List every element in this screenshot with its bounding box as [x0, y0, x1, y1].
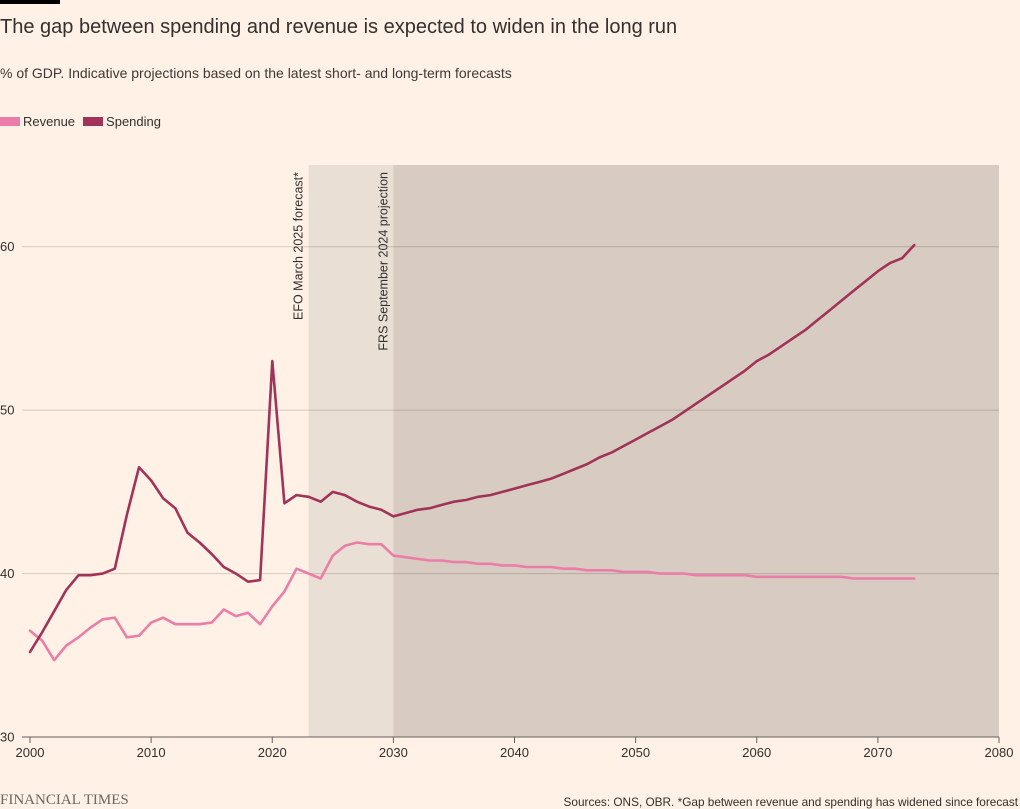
x-tick-label: 2030: [379, 745, 408, 760]
y-tick-label: 30: [0, 730, 14, 745]
chart-subtitle: % of GDP. Indicative projections based o…: [0, 65, 512, 81]
legend-item-spending: Spending: [83, 113, 161, 131]
sources-note: Sources: ONS, OBR. *Gap between revenue …: [563, 795, 1018, 809]
x-tick-label: 2050: [621, 745, 650, 760]
brand-accent-bar: [0, 0, 60, 4]
legend-swatch-spending: [83, 117, 104, 127]
series-line-spending: [28, 243, 916, 654]
x-tick-label: 2070: [863, 745, 892, 760]
y-tick-label: 50: [0, 403, 14, 418]
shaded-region-efo-march-2025-forecast: [308, 165, 394, 737]
x-tick-label: 2060: [742, 745, 771, 760]
y-tick-label: 40: [0, 566, 14, 581]
region-label-frs-september-2024-projection: FRS September 2024 projection: [376, 172, 390, 351]
legend-swatch-revenue: [0, 117, 20, 127]
x-tick-label: 2040: [500, 745, 529, 760]
legend-label-revenue: Revenue: [23, 114, 76, 129]
x-tick-label: 2080: [985, 745, 1014, 760]
x-tick-label: 2010: [137, 745, 166, 760]
region-label-efo-march-2025-forecast: EFO March 2025 forecast*: [292, 172, 306, 320]
chart-title: The gap between spending and revenue is …: [0, 16, 678, 38]
legend: Revenue Spending: [0, 113, 169, 131]
legend-item-revenue: Revenue: [0, 113, 75, 131]
series-line-revenue: [28, 541, 916, 662]
x-tick-label: 2000: [16, 745, 45, 760]
ft-logo: FINANCIAL TIMES: [0, 792, 129, 808]
x-tick-label: 2020: [258, 745, 287, 760]
legend-label-spending: Spending: [106, 114, 161, 129]
y-tick-label: 60: [0, 239, 14, 254]
